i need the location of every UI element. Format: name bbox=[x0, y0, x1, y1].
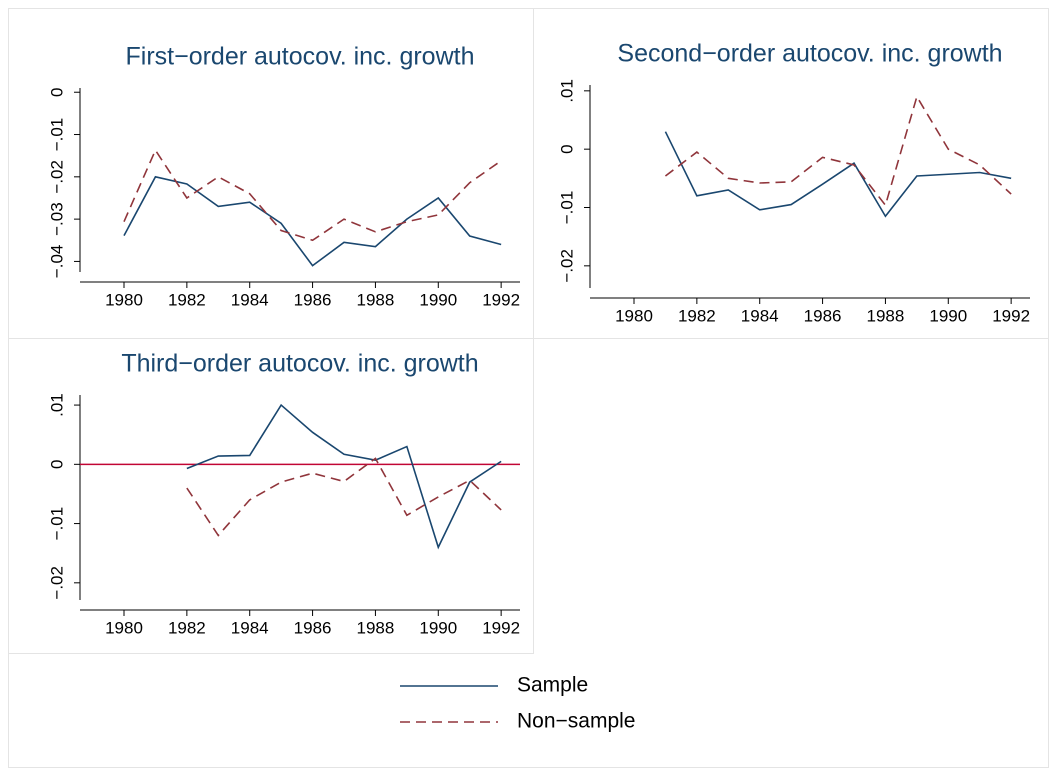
x-tick-label: 1980 bbox=[105, 618, 143, 637]
legend-label: Sample bbox=[517, 674, 588, 697]
series-line bbox=[664, 131, 1012, 218]
x-tick-label: 1992 bbox=[482, 618, 520, 637]
series-line bbox=[186, 457, 502, 537]
y-tick-label: −.01 bbox=[557, 191, 576, 225]
x-tick-label: 1990 bbox=[929, 306, 967, 325]
x-tick-label: 1986 bbox=[804, 306, 842, 325]
x-tick-label: 1986 bbox=[294, 290, 332, 309]
x-tick-label: 1980 bbox=[615, 306, 653, 325]
y-tick-label: −.02 bbox=[47, 160, 66, 194]
x-tick-label: 1990 bbox=[419, 618, 457, 637]
x-tick-label: 1990 bbox=[419, 290, 457, 309]
series-line bbox=[123, 175, 502, 267]
y-tick-label: 0 bbox=[47, 87, 66, 96]
series-line bbox=[664, 94, 1012, 207]
x-tick-label: 1984 bbox=[231, 618, 269, 637]
x-tick-label: 1982 bbox=[168, 618, 206, 637]
x-tick-label: 1992 bbox=[992, 306, 1030, 325]
x-tick-label: 1992 bbox=[482, 290, 520, 309]
chart-title: Third−order autocov. inc. growth bbox=[121, 350, 478, 378]
y-tick-label: −.01 bbox=[47, 507, 66, 541]
chart-title: First−order autocov. inc. growth bbox=[126, 43, 475, 71]
x-tick-label: 1980 bbox=[105, 290, 143, 309]
x-tick-label: 1986 bbox=[294, 618, 332, 637]
series-line bbox=[123, 148, 502, 242]
y-tick-label: .01 bbox=[47, 393, 66, 417]
x-tick-label: 1988 bbox=[867, 306, 905, 325]
y-tick-label: −.03 bbox=[47, 202, 66, 236]
y-tick-label: .01 bbox=[557, 79, 576, 103]
y-tick-label: −.01 bbox=[47, 118, 66, 152]
y-tick-label: 0 bbox=[47, 460, 66, 469]
x-tick-label: 1984 bbox=[741, 306, 779, 325]
chart-title: Second−order autocov. inc. growth bbox=[617, 40, 1002, 68]
y-tick-label: −.02 bbox=[557, 249, 576, 283]
x-tick-label: 1988 bbox=[357, 618, 395, 637]
legend-label: Non−sample bbox=[517, 710, 635, 733]
x-tick-label: 1984 bbox=[231, 290, 269, 309]
y-tick-label: −.04 bbox=[47, 245, 66, 279]
x-tick-label: 1988 bbox=[357, 290, 395, 309]
x-tick-label: 1982 bbox=[168, 290, 206, 309]
series-line bbox=[186, 403, 502, 550]
x-tick-label: 1982 bbox=[678, 306, 716, 325]
panel-border bbox=[8, 338, 534, 654]
panel-border bbox=[533, 8, 1049, 339]
y-tick-label: −.02 bbox=[47, 566, 66, 600]
y-tick-label: 0 bbox=[557, 144, 576, 153]
figure-border bbox=[8, 8, 1049, 768]
